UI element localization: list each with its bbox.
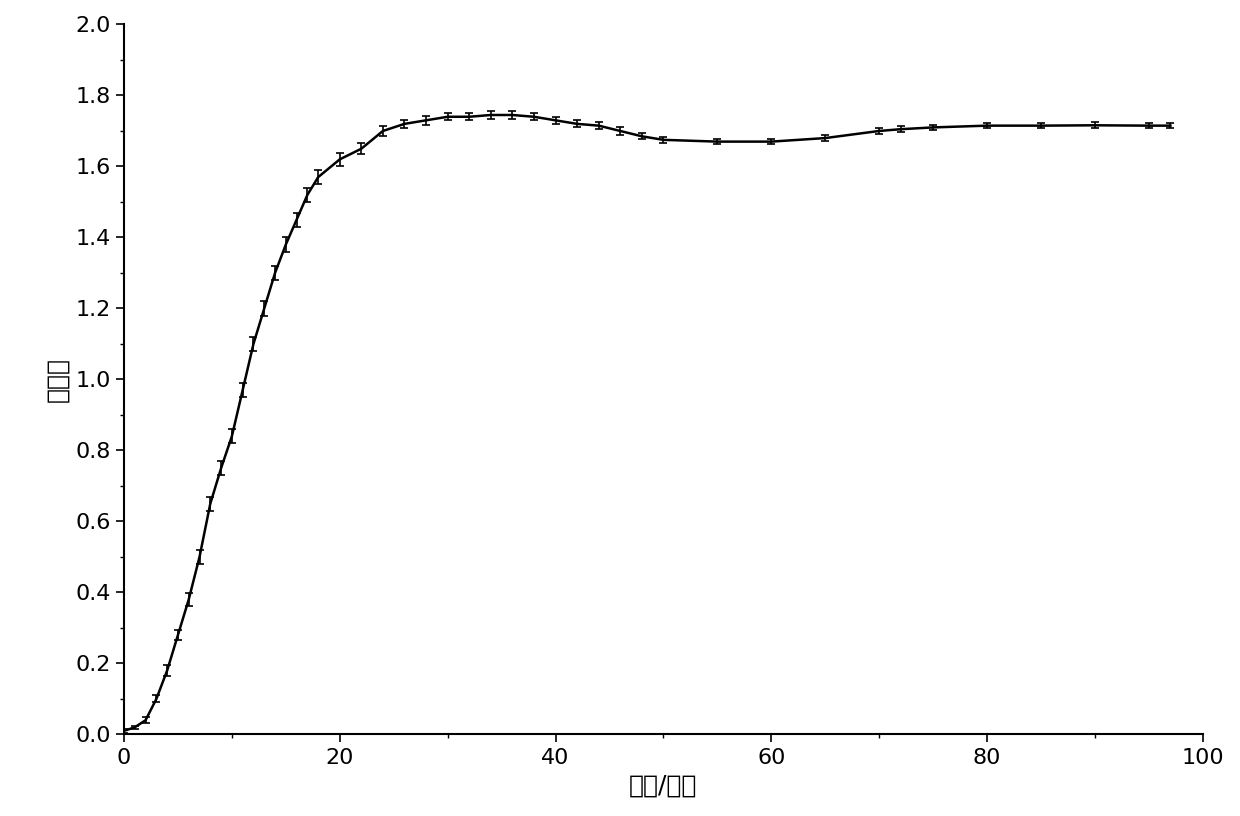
Y-axis label: 吸光度: 吸光度 <box>46 357 69 402</box>
X-axis label: 时间/小时: 时间/小时 <box>629 773 698 797</box>
